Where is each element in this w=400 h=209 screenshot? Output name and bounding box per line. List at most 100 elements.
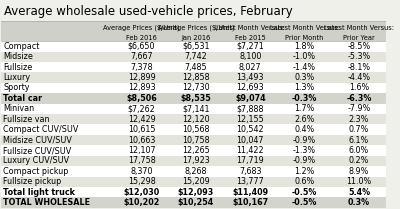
Bar <box>1 62 386 72</box>
Text: TOTAL WHOLESALE: TOTAL WHOLESALE <box>3 198 90 207</box>
Text: Total car: Total car <box>3 94 42 103</box>
Text: -7.9%: -7.9% <box>347 104 371 113</box>
Text: Latest Month Versus:: Latest Month Versus: <box>270 25 340 31</box>
Text: 8,268: 8,268 <box>185 167 207 176</box>
Text: $10,202: $10,202 <box>123 198 160 207</box>
Text: -5.3%: -5.3% <box>347 52 371 61</box>
Text: 10,758: 10,758 <box>182 136 210 145</box>
Text: 12,429: 12,429 <box>128 115 156 124</box>
Bar <box>1 177 386 187</box>
Bar <box>1 166 386 177</box>
Bar <box>1 21 386 41</box>
Text: Compact: Compact <box>3 42 39 51</box>
Text: 12,107: 12,107 <box>128 146 155 155</box>
Text: $6,531: $6,531 <box>182 42 210 51</box>
Text: 10,542: 10,542 <box>236 125 264 134</box>
Text: 6.0%: 6.0% <box>349 146 369 155</box>
Text: -0.9%: -0.9% <box>293 136 316 145</box>
Bar <box>1 41 386 51</box>
Text: $10,254: $10,254 <box>178 198 214 207</box>
Text: 7,485: 7,485 <box>185 63 207 72</box>
Text: 10,047: 10,047 <box>236 136 264 145</box>
Text: Fullsize van: Fullsize van <box>3 115 50 124</box>
Text: 13,777: 13,777 <box>236 177 264 186</box>
Text: $6,650: $6,650 <box>128 42 155 51</box>
Text: 0.3%: 0.3% <box>294 73 315 82</box>
Text: -0.9%: -0.9% <box>293 157 316 166</box>
Text: Feb 2016: Feb 2016 <box>126 35 157 41</box>
Text: 12,693: 12,693 <box>236 83 264 93</box>
Text: 1.3%: 1.3% <box>294 83 315 93</box>
Text: 8,370: 8,370 <box>130 167 153 176</box>
Bar <box>1 93 386 104</box>
Text: Latest Month Versus:: Latest Month Versus: <box>215 25 285 31</box>
Text: $12,093: $12,093 <box>178 188 214 197</box>
Text: Total light truck: Total light truck <box>3 188 75 197</box>
Bar <box>1 187 386 198</box>
Text: $9,074: $9,074 <box>235 94 266 103</box>
Text: 17,758: 17,758 <box>128 157 156 166</box>
Text: 12,730: 12,730 <box>182 83 210 93</box>
Text: 13,493: 13,493 <box>236 73 264 82</box>
Text: 11,422: 11,422 <box>236 146 264 155</box>
Text: Compact pickup: Compact pickup <box>3 167 68 176</box>
Bar <box>1 104 386 114</box>
Text: 15,209: 15,209 <box>182 177 210 186</box>
Text: 12,155: 12,155 <box>236 115 264 124</box>
Bar <box>1 83 386 93</box>
Text: -1.4%: -1.4% <box>293 63 316 72</box>
Text: 7,667: 7,667 <box>130 52 153 61</box>
Text: 12,120: 12,120 <box>182 115 210 124</box>
Text: Sporty: Sporty <box>3 83 30 93</box>
Text: Compact CUV/SUV: Compact CUV/SUV <box>3 125 78 134</box>
Text: 0.2%: 0.2% <box>349 157 369 166</box>
Text: 6.1%: 6.1% <box>349 136 369 145</box>
Text: Jan 2016: Jan 2016 <box>181 35 210 41</box>
Text: $10,167: $10,167 <box>232 198 268 207</box>
Text: 7,683: 7,683 <box>239 167 262 176</box>
Text: 0.3%: 0.3% <box>348 198 370 207</box>
Text: -4.4%: -4.4% <box>348 73 370 82</box>
Text: $7,271: $7,271 <box>236 42 264 51</box>
Text: 5.4%: 5.4% <box>348 188 370 197</box>
Text: 10,568: 10,568 <box>182 125 210 134</box>
Text: -8.1%: -8.1% <box>348 63 370 72</box>
Text: Fullsize: Fullsize <box>3 63 32 72</box>
Text: 0.7%: 0.7% <box>349 125 369 134</box>
Text: Minivan: Minivan <box>3 104 34 113</box>
Text: Luxury CUV/SUV: Luxury CUV/SUV <box>3 157 69 166</box>
Text: 12,899: 12,899 <box>128 73 156 82</box>
Bar <box>1 125 386 135</box>
Bar <box>1 198 386 208</box>
Text: 15,298: 15,298 <box>128 177 156 186</box>
Text: 10,615: 10,615 <box>128 125 155 134</box>
Text: -8.5%: -8.5% <box>347 42 371 51</box>
Text: 0.6%: 0.6% <box>294 177 315 186</box>
Text: $7,262: $7,262 <box>128 104 156 113</box>
Text: -1.0%: -1.0% <box>293 52 316 61</box>
Text: $8,535: $8,535 <box>180 94 211 103</box>
Text: Latest Month Versus:: Latest Month Versus: <box>324 25 394 31</box>
Bar <box>1 72 386 83</box>
Text: 17,719: 17,719 <box>236 157 264 166</box>
Text: 8.9%: 8.9% <box>349 167 369 176</box>
Text: 17,923: 17,923 <box>182 157 210 166</box>
Text: 12,265: 12,265 <box>182 146 210 155</box>
Text: 10,663: 10,663 <box>128 136 155 145</box>
Text: Prior Year: Prior Year <box>343 35 375 41</box>
Text: -6.3%: -6.3% <box>346 94 372 103</box>
Text: 1.8%: 1.8% <box>294 42 315 51</box>
Text: 11.0%: 11.0% <box>346 177 372 186</box>
Bar <box>1 145 386 156</box>
Text: -0.3%: -0.3% <box>292 94 317 103</box>
Text: Average Prices ($/Unit): Average Prices ($/Unit) <box>158 25 234 31</box>
Text: 0.4%: 0.4% <box>294 125 315 134</box>
Text: $7,888: $7,888 <box>236 104 264 113</box>
Text: Midsize CUV/SUV: Midsize CUV/SUV <box>3 136 72 145</box>
Bar <box>1 156 386 166</box>
Text: 7,742: 7,742 <box>184 52 207 61</box>
Text: 2.3%: 2.3% <box>349 115 369 124</box>
Text: Fullsize CUV/SUV: Fullsize CUV/SUV <box>3 146 71 155</box>
Text: 12,858: 12,858 <box>182 73 210 82</box>
Text: -0.5%: -0.5% <box>292 198 317 207</box>
